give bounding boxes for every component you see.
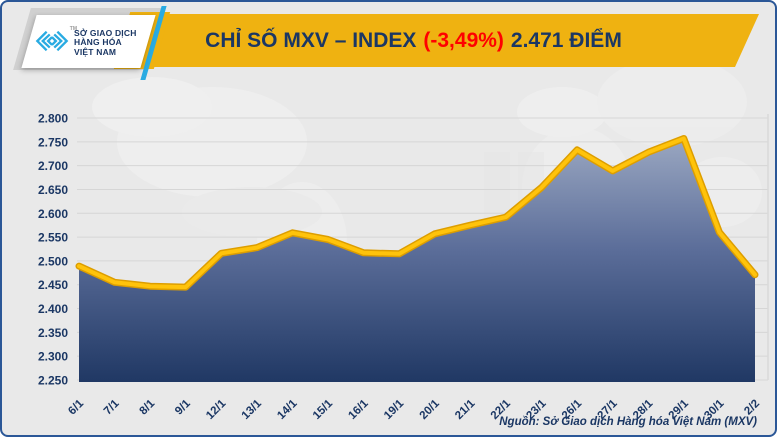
svg-text:2.450: 2.450: [38, 278, 68, 292]
mxv-logo: TM SỞ GIAO DỊCH HÀNG HÓA VIỆT NAM: [35, 22, 147, 64]
logo-text: SỞ GIAO DỊCH HÀNG HÓA VIỆT NAM: [74, 27, 137, 58]
svg-text:9/1: 9/1: [173, 397, 193, 417]
svg-text:21/1: 21/1: [453, 397, 478, 422]
svg-text:2.700: 2.700: [38, 159, 68, 173]
title-banner: CHỈ SỐ MXV – INDEX (-3,49%) 2.471 ĐIỂM: [98, 14, 759, 67]
svg-text:2.250: 2.250: [38, 374, 68, 388]
title-points: 2.471 ĐIỂM: [510, 28, 622, 52]
svg-text:13/1: 13/1: [240, 397, 265, 422]
svg-text:2.550: 2.550: [38, 231, 68, 245]
svg-text:19/1: 19/1: [382, 397, 407, 422]
svg-text:8/1: 8/1: [137, 397, 157, 417]
svg-text:16/1: 16/1: [346, 397, 371, 422]
title-change-percent: (-3,49%): [423, 28, 504, 52]
svg-text:14/1: 14/1: [275, 397, 300, 422]
logo-line-1: SỞ GIAO DỊCH: [74, 27, 137, 38]
title-text: CHỈ SỐ MXV – INDEX: [205, 28, 417, 52]
svg-text:2.600: 2.600: [38, 207, 68, 221]
logo-line-2: HÀNG HÓA: [74, 37, 122, 48]
page-title: CHỈ SỐ MXV – INDEX (-3,49%) 2.471 ĐIỂM: [205, 29, 652, 53]
svg-text:2.800: 2.800: [38, 112, 68, 126]
logo-line-3: VIỆT NAM: [74, 46, 117, 57]
line-series: [77, 136, 757, 290]
svg-text:2.400: 2.400: [38, 302, 68, 316]
y-axis-labels: 2.800 2.750 2.700 2.650 2.600 2.550 2.500 2.450…: [38, 112, 68, 388]
area-series: [79, 138, 755, 382]
svg-text:15/1: 15/1: [311, 397, 336, 422]
mxv-chevrons-icon: TM: [35, 26, 77, 58]
source-caption: Nguồn: Sở Giao dịch Hàng hóa Việt Nam (M…: [499, 416, 757, 428]
svg-text:2.650: 2.650: [38, 183, 68, 197]
svg-text:6/1: 6/1: [66, 397, 86, 417]
svg-text:2/2: 2/2: [742, 398, 762, 418]
svg-text:7/1: 7/1: [102, 397, 122, 417]
svg-text:20/1: 20/1: [418, 397, 443, 422]
svg-text:12/1: 12/1: [204, 397, 229, 422]
svg-text:2.750: 2.750: [38, 135, 68, 149]
svg-text:2.350: 2.350: [38, 326, 68, 340]
svg-text:2.500: 2.500: [38, 254, 68, 268]
trademark-mark: TM: [69, 25, 77, 32]
svg-text:2.300: 2.300: [38, 350, 68, 364]
